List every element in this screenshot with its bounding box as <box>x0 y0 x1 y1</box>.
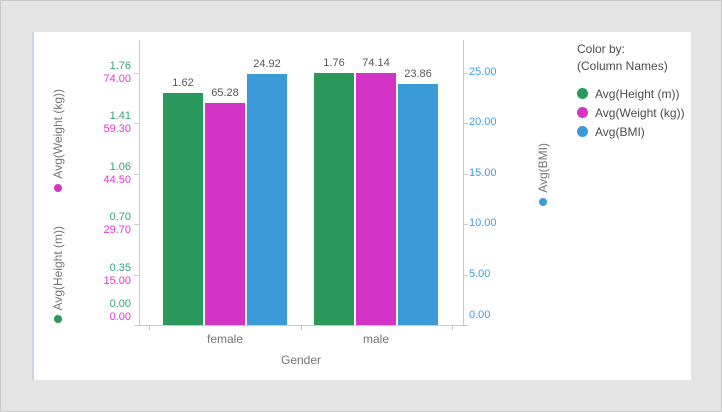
right-axis-tick <box>463 174 468 175</box>
legend: Color by: (Column Names) Avg(Height (m))… <box>577 41 707 141</box>
legend-item[interactable]: Avg(Height (m)) <box>577 84 707 103</box>
bar-male-2[interactable] <box>398 84 438 325</box>
left-axis-title-height[interactable]: Avg(Height (m)) <box>49 226 67 324</box>
height-scale-value: 1.06 <box>109 161 131 173</box>
legend-swatch-icon <box>577 107 588 118</box>
left-axis-tick-label: 0.70 29.70 <box>64 211 131 237</box>
weight-scale-value: 0.00 <box>109 311 131 323</box>
weight-scale-value: 44.50 <box>103 174 131 186</box>
right-axis-title-bmi[interactable]: Avg(BMI) <box>534 143 552 206</box>
bar-male-0[interactable] <box>314 73 354 325</box>
x-axis-title[interactable]: Gender <box>280 353 322 367</box>
right-axis-tick-label: 15.00 <box>469 167 497 179</box>
left-axis-line <box>139 40 140 325</box>
bmi-series-dot-icon <box>539 197 547 206</box>
left-axis-tick-label: 1.76 74.00 <box>64 60 131 86</box>
right-axis-tick <box>463 123 468 124</box>
right-axis-tick <box>463 224 468 225</box>
bar-value-label: 23.86 <box>404 68 432 80</box>
legend-swatch-icon <box>577 126 588 137</box>
left-axis-tick <box>134 325 139 326</box>
bar-female-0[interactable] <box>163 93 203 325</box>
weight-scale-value: 29.70 <box>103 224 131 236</box>
legend-subtitle[interactable]: (Column Names) <box>577 59 668 73</box>
right-axis-tick-label: 5.00 <box>469 268 491 280</box>
bar-value-label: 1.62 <box>172 77 194 89</box>
bar-value-label: 1.76 <box>323 57 345 69</box>
right-axis-title-bmi-label: Avg(BMI) <box>536 143 550 193</box>
weight-scale-value: 74.00 <box>103 73 131 85</box>
left-axis-title-weight-label: Avg(Weight (kg)) <box>51 89 65 179</box>
legend-item[interactable]: Avg(Weight (kg)) <box>577 103 707 122</box>
bar-value-label: 24.92 <box>253 58 281 70</box>
height-scale-value: 0.35 <box>109 262 131 274</box>
weight-series-dot-icon <box>54 183 62 192</box>
left-axis-tick <box>134 73 139 74</box>
weight-scale-value: 15.00 <box>103 275 131 287</box>
legend-item-label: Avg(BMI) <box>595 124 645 139</box>
x-axis-line <box>139 325 464 326</box>
height-scale-value: 1.41 <box>109 110 131 122</box>
bar-female-2[interactable] <box>247 74 287 325</box>
bar-value-label: 65.28 <box>211 87 239 99</box>
legend-items: Avg(Height (m)) Avg(Weight (kg)) Avg(BMI) <box>577 84 707 141</box>
visualization-panel: 1.76 74.00 25.00 1.41 59.30 20.00 1.06 44.50 15.… <box>32 32 691 380</box>
right-axis-tick-label: 25.00 <box>469 66 497 78</box>
bar-female-1[interactable] <box>205 103 245 325</box>
category-label-male: male <box>362 332 389 346</box>
bar-chart-plot: 1.76 74.00 25.00 1.41 59.30 20.00 1.06 44.50 15.… <box>34 32 691 380</box>
legend-swatch-icon <box>577 88 588 99</box>
right-axis-tick-label: 10.00 <box>469 217 497 229</box>
right-axis-tick-label: 20.00 <box>469 116 497 128</box>
left-axis-tick <box>134 174 139 175</box>
left-axis-tick <box>134 224 139 225</box>
left-axis-tick-label: 0.35 15.00 <box>64 262 131 288</box>
right-axis-line <box>463 40 464 325</box>
x-axis-tick <box>452 326 453 330</box>
height-scale-value: 0.00 <box>109 298 131 310</box>
legend-item-label: Avg(Weight (kg)) <box>595 105 685 120</box>
left-axis-tick-label: 0.00 0.00 <box>64 298 131 324</box>
height-series-dot-icon <box>54 315 62 324</box>
weight-scale-value: 59.30 <box>103 123 131 135</box>
left-axis-tick <box>134 275 139 276</box>
x-axis-tick <box>149 326 150 330</box>
category-label-female: female <box>206 332 244 346</box>
height-scale-value: 1.76 <box>109 60 131 72</box>
legend-title: Color by: <box>577 42 626 56</box>
left-axis-tick-label: 1.06 44.50 <box>64 161 131 187</box>
bar-male-1[interactable] <box>356 73 396 325</box>
x-axis-tick <box>301 326 302 330</box>
legend-item-label: Avg(Height (m)) <box>595 86 680 101</box>
right-axis-tick <box>463 325 468 326</box>
left-axis-tick <box>134 123 139 124</box>
right-axis-tick <box>463 275 468 276</box>
left-axis-tick-label: 1.41 59.30 <box>64 110 131 136</box>
left-axis-title-height-label: Avg(Height (m)) <box>51 226 65 311</box>
legend-item[interactable]: Avg(BMI) <box>577 122 707 141</box>
left-axis-title-weight[interactable]: Avg(Weight (kg)) <box>49 89 67 192</box>
right-axis-tick-label: 0.00 <box>469 309 491 321</box>
height-scale-value: 0.70 <box>109 211 131 223</box>
right-axis-tick <box>463 73 468 74</box>
bar-value-label: 74.14 <box>362 57 390 69</box>
